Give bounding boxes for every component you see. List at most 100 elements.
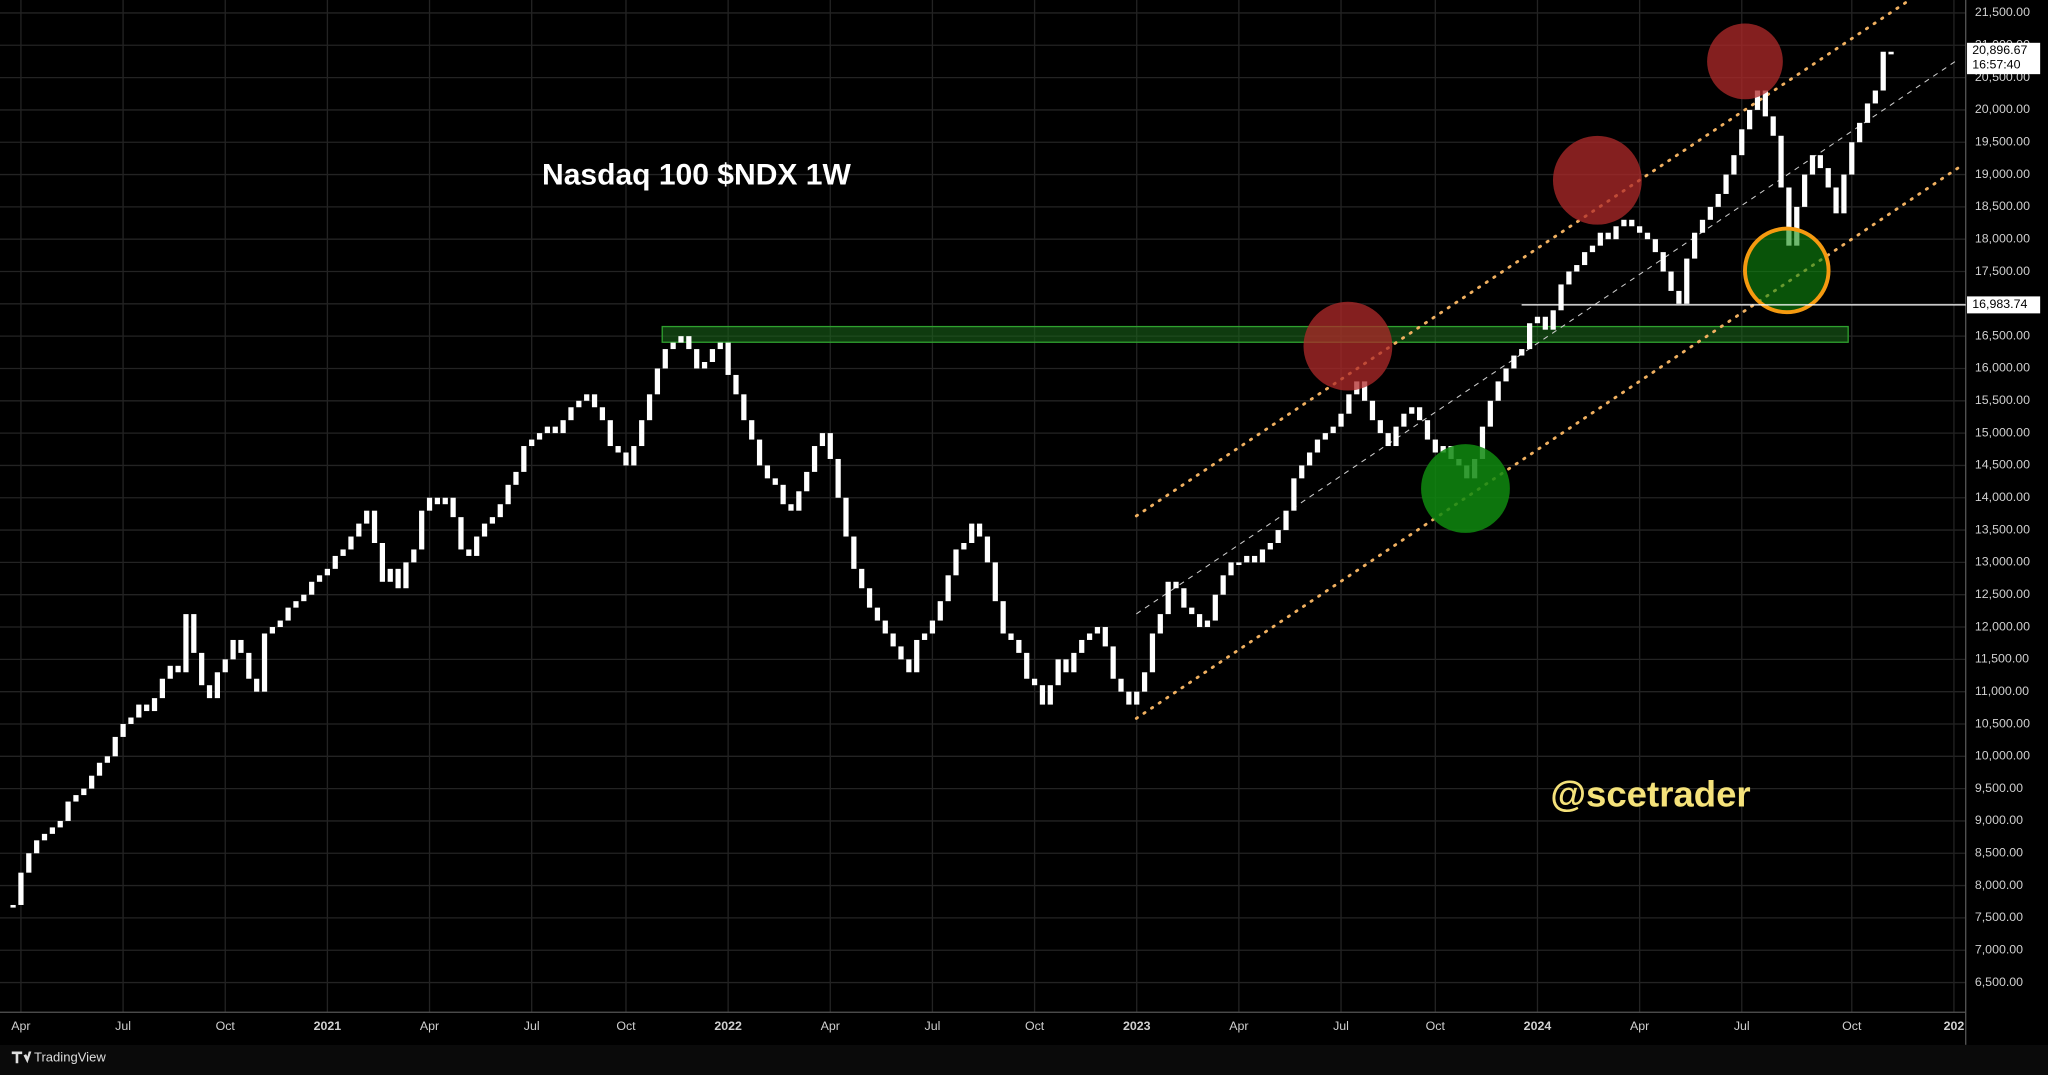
y-tick-label: 7,500.00 [1975,910,2023,924]
price-bar [882,620,888,634]
price-bar [206,685,213,699]
x-tick-label: Jul [925,1019,941,1033]
y-tick-label: 10,000.00 [1975,749,2030,763]
price-bar [1487,400,1493,427]
y-tick-label: 9,000.00 [1975,813,2023,827]
y-tick-label: 7,000.00 [1975,943,2023,957]
price-bar [529,439,535,447]
y-tick-label: 8,500.00 [1975,846,2023,860]
price-bar [505,484,511,505]
support-marker [1743,226,1831,315]
price-bar [269,627,275,634]
price-bar [18,872,24,905]
price-bar [1566,271,1572,285]
price-bar [929,620,936,634]
price-bar [1369,400,1376,421]
price-bar [89,775,95,789]
price-bar [1519,349,1525,356]
price-bar [1762,90,1768,117]
price-bar [403,562,409,589]
price-bar [246,652,252,679]
price-bar [1888,51,1894,55]
price-bar [827,433,833,459]
price-bar [1189,607,1195,615]
price-bar [10,904,16,908]
price-bar [1031,678,1038,686]
price-bar [1181,588,1187,608]
price-bar [332,555,338,569]
price-bar [1338,413,1344,427]
price-axis [1965,0,2048,1045]
price-bar [631,446,637,466]
price-bar [725,342,731,375]
price-bar [261,633,268,692]
price-bar [128,717,134,724]
price-bar [1511,355,1517,369]
support-marker [1421,444,1510,533]
price-bar [568,407,574,421]
price-bar [1409,407,1415,414]
price-bar [379,542,386,582]
last-price-label: 20,896.67 [1972,43,2027,57]
price-bar [1424,420,1431,440]
price-bar [1393,426,1399,447]
price-bar [1809,155,1816,175]
price-bar [371,510,378,543]
price-bar [364,510,370,524]
price-bar [1550,310,1556,330]
price-bar [1432,439,1438,453]
price-bar [615,446,621,453]
price-bar [458,517,464,550]
price-bar [348,536,354,550]
price-bar [1597,232,1603,246]
price-bar [411,549,417,563]
resistance-marker [1552,135,1642,225]
price-bar [1126,691,1132,705]
x-tick-label: 2024 [1524,1019,1552,1033]
price-bar [890,633,896,647]
price-bar [1747,109,1753,130]
price-bar [466,549,472,556]
price-bar [1102,627,1108,647]
price-bar [481,523,488,537]
price-bar [1008,633,1014,640]
x-tick-label: Apr [821,1019,840,1033]
price-bar [1660,252,1666,272]
y-tick-label: 17,500.00 [1975,264,2030,278]
support-zone [661,325,1849,343]
price-bar [992,562,998,602]
price-bar [898,646,904,660]
price-bar [238,639,244,653]
price-bar [1676,290,1682,304]
price-bar [167,665,173,679]
price-bar [65,801,71,821]
price-bar [136,704,142,718]
y-tick-label: 12,500.00 [1975,587,2030,601]
price-bar [434,497,441,505]
price-bar [756,439,763,466]
price-bar [599,407,606,421]
price-bar [1016,639,1022,653]
price-bar [591,394,598,408]
price-bar [1118,678,1124,692]
price-bar [1794,206,1800,246]
price-bar [1134,691,1140,705]
price-bar [1731,155,1737,175]
price-bar [717,342,723,350]
y-tick-label: 18,500.00 [1975,199,2030,213]
price-bar [57,820,63,828]
y-tick-label: 10,500.00 [1975,716,2030,730]
price-bar [654,368,661,395]
y-tick-label: 12,000.00 [1975,619,2030,633]
price-bar [1440,446,1446,453]
price-bar [395,568,401,589]
price-bar [41,833,48,841]
x-tick-label: Oct [1025,1019,1045,1033]
price-bar [1361,381,1368,401]
price-bar [450,497,456,518]
price-bar [1275,530,1281,543]
price-bar [874,607,881,621]
price-bar [1637,226,1643,233]
price-bar [796,491,802,511]
